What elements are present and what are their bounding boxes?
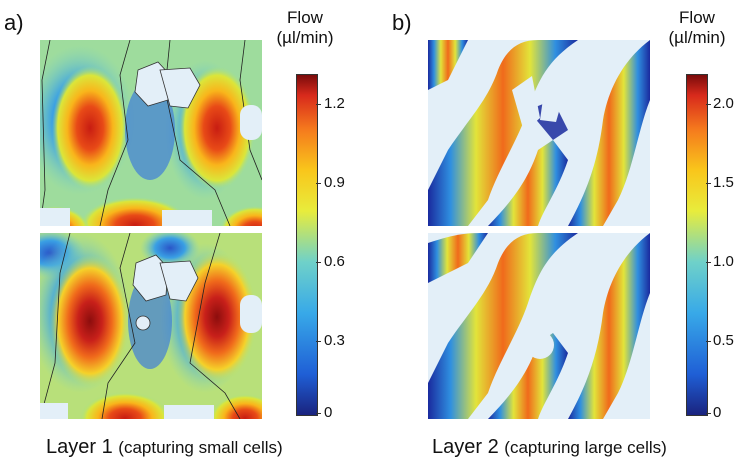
colorbar-a-tickmark (316, 262, 321, 263)
colorbar-b-tickmark (706, 262, 711, 263)
colorbar-b-tickmark (706, 183, 711, 184)
colorbar-a-tick-label: 0.6 (324, 253, 345, 270)
layer2-flow-map-bottom (428, 233, 650, 419)
colorbar-b-tick-label: 0.5 (713, 332, 734, 349)
caption-b: Layer 2 (capturing large cells) (432, 436, 667, 459)
panel-b-letter: b) (392, 10, 412, 35)
caption-b-main: Layer 2 (432, 436, 499, 458)
layer1-flow-map-bottom (40, 233, 262, 419)
caption-b-sub: (capturing large cells) (504, 438, 667, 457)
colorbar-a-tick-label: 1.2 (324, 95, 345, 112)
layer1-flow-map-top (40, 40, 262, 226)
colorbar-a-title: Flow (287, 8, 323, 27)
colorbar-a (296, 74, 318, 416)
colorbar-b-tick-label: 1.0 (713, 253, 734, 270)
colorbar-a-tickmark (316, 104, 321, 105)
colorbar-a-tick-label: 0.3 (324, 332, 345, 349)
caption-a-sub: (capturing small cells) (118, 438, 283, 457)
colorbar-a-tickmark (316, 341, 321, 342)
colorbar-a-unit: (µl/min) (276, 28, 334, 47)
colorbar-a-tick-label: 0.9 (324, 174, 345, 191)
layer2-flow-map-top (428, 40, 650, 226)
colorbar-b-tick-label: 2.0 (713, 95, 734, 112)
panel-a-letter: a) (4, 10, 24, 35)
colorbar-a-tick-label: 0 (324, 404, 333, 421)
colorbar-b (686, 74, 708, 416)
colorbar-a-tickmark (316, 183, 321, 184)
colorbar-b-tickmark (706, 413, 711, 414)
colorbar-a-tickmark (316, 413, 321, 414)
colorbar-b-tickmark (706, 104, 711, 105)
colorbar-b-tick-label: 0 (713, 404, 722, 421)
caption-a-main: Layer 1 (46, 436, 113, 458)
colorbar-b-unit: (µl/min) (668, 28, 726, 47)
colorbar-b-title: Flow (679, 8, 715, 27)
colorbar-b-tick-label: 1.5 (713, 174, 734, 191)
colorbar-b-tickmark (706, 341, 711, 342)
caption-a: Layer 1 (capturing small cells) (46, 436, 283, 459)
